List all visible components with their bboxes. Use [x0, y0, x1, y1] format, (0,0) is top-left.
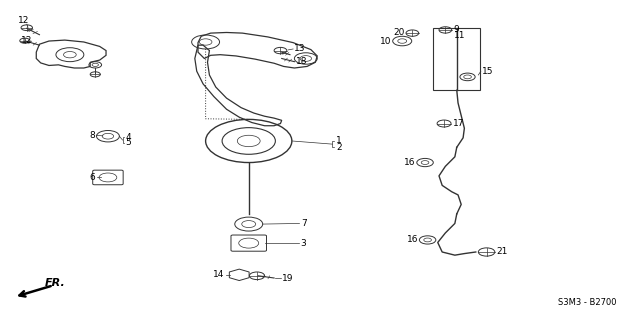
Text: S3M3 - B2700: S3M3 - B2700 [558, 298, 617, 307]
Text: 13: 13 [294, 44, 306, 53]
Text: 20: 20 [394, 28, 404, 37]
Text: 14: 14 [213, 270, 225, 279]
Text: 17: 17 [453, 119, 464, 128]
Text: 15: 15 [482, 67, 494, 76]
Text: 10: 10 [380, 36, 391, 45]
Text: 19: 19 [282, 274, 294, 283]
Text: 21: 21 [496, 247, 508, 257]
Text: 9: 9 [454, 25, 459, 34]
Text: 12: 12 [20, 36, 32, 44]
Text: 11: 11 [454, 31, 465, 40]
Bar [433, 28, 480, 90]
Text: 16: 16 [404, 158, 415, 167]
Text: 3: 3 [301, 239, 306, 248]
Text: 1: 1 [336, 136, 342, 146]
Text: 6: 6 [90, 173, 96, 182]
Text: 12: 12 [18, 16, 29, 25]
Text: 7: 7 [301, 219, 306, 228]
Text: 2: 2 [336, 143, 342, 152]
Text: FR.: FR. [45, 278, 65, 288]
Text: 16: 16 [406, 236, 418, 244]
Text: 18: 18 [296, 57, 308, 66]
Text: 4: 4 [125, 133, 131, 142]
Text: 8: 8 [90, 131, 96, 140]
Text: 5: 5 [125, 138, 131, 148]
